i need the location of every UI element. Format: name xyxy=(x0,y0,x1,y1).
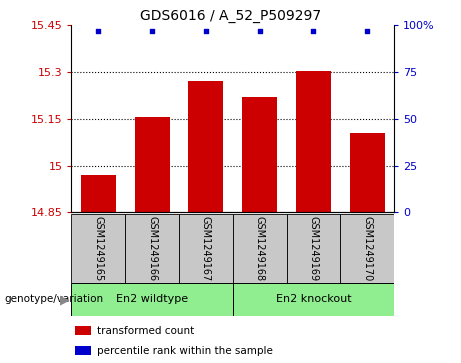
Text: GSM1249169: GSM1249169 xyxy=(308,216,319,281)
Text: genotype/variation: genotype/variation xyxy=(5,294,104,305)
Text: transformed count: transformed count xyxy=(97,326,195,336)
Point xyxy=(256,28,263,34)
Bar xyxy=(296,70,331,212)
Text: GSM1249168: GSM1249168 xyxy=(254,216,265,281)
Text: En2 wildtype: En2 wildtype xyxy=(116,294,188,305)
Bar xyxy=(242,97,277,212)
Text: GSM1249166: GSM1249166 xyxy=(147,216,157,281)
Text: GSM1249167: GSM1249167 xyxy=(201,216,211,281)
Text: GDS6016 / A_52_P509297: GDS6016 / A_52_P509297 xyxy=(140,9,321,23)
Point xyxy=(310,28,317,34)
Bar xyxy=(179,214,233,283)
Bar xyxy=(125,214,179,283)
Point xyxy=(95,28,102,34)
Bar xyxy=(135,117,170,212)
Bar xyxy=(233,214,287,283)
Point xyxy=(148,28,156,34)
Bar xyxy=(189,82,224,212)
Text: ▶: ▶ xyxy=(59,293,69,306)
Point xyxy=(364,28,371,34)
Text: GSM1249165: GSM1249165 xyxy=(93,216,103,281)
Bar xyxy=(75,326,91,335)
Bar xyxy=(71,283,233,316)
Bar xyxy=(71,214,125,283)
Point xyxy=(202,28,210,34)
Bar xyxy=(340,214,394,283)
Text: En2 knockout: En2 knockout xyxy=(276,294,351,305)
Bar xyxy=(233,283,394,316)
Text: GSM1249170: GSM1249170 xyxy=(362,216,372,281)
Bar xyxy=(81,175,116,212)
Bar xyxy=(350,133,385,212)
Bar xyxy=(75,346,91,355)
Text: percentile rank within the sample: percentile rank within the sample xyxy=(97,346,273,356)
Bar xyxy=(287,214,340,283)
